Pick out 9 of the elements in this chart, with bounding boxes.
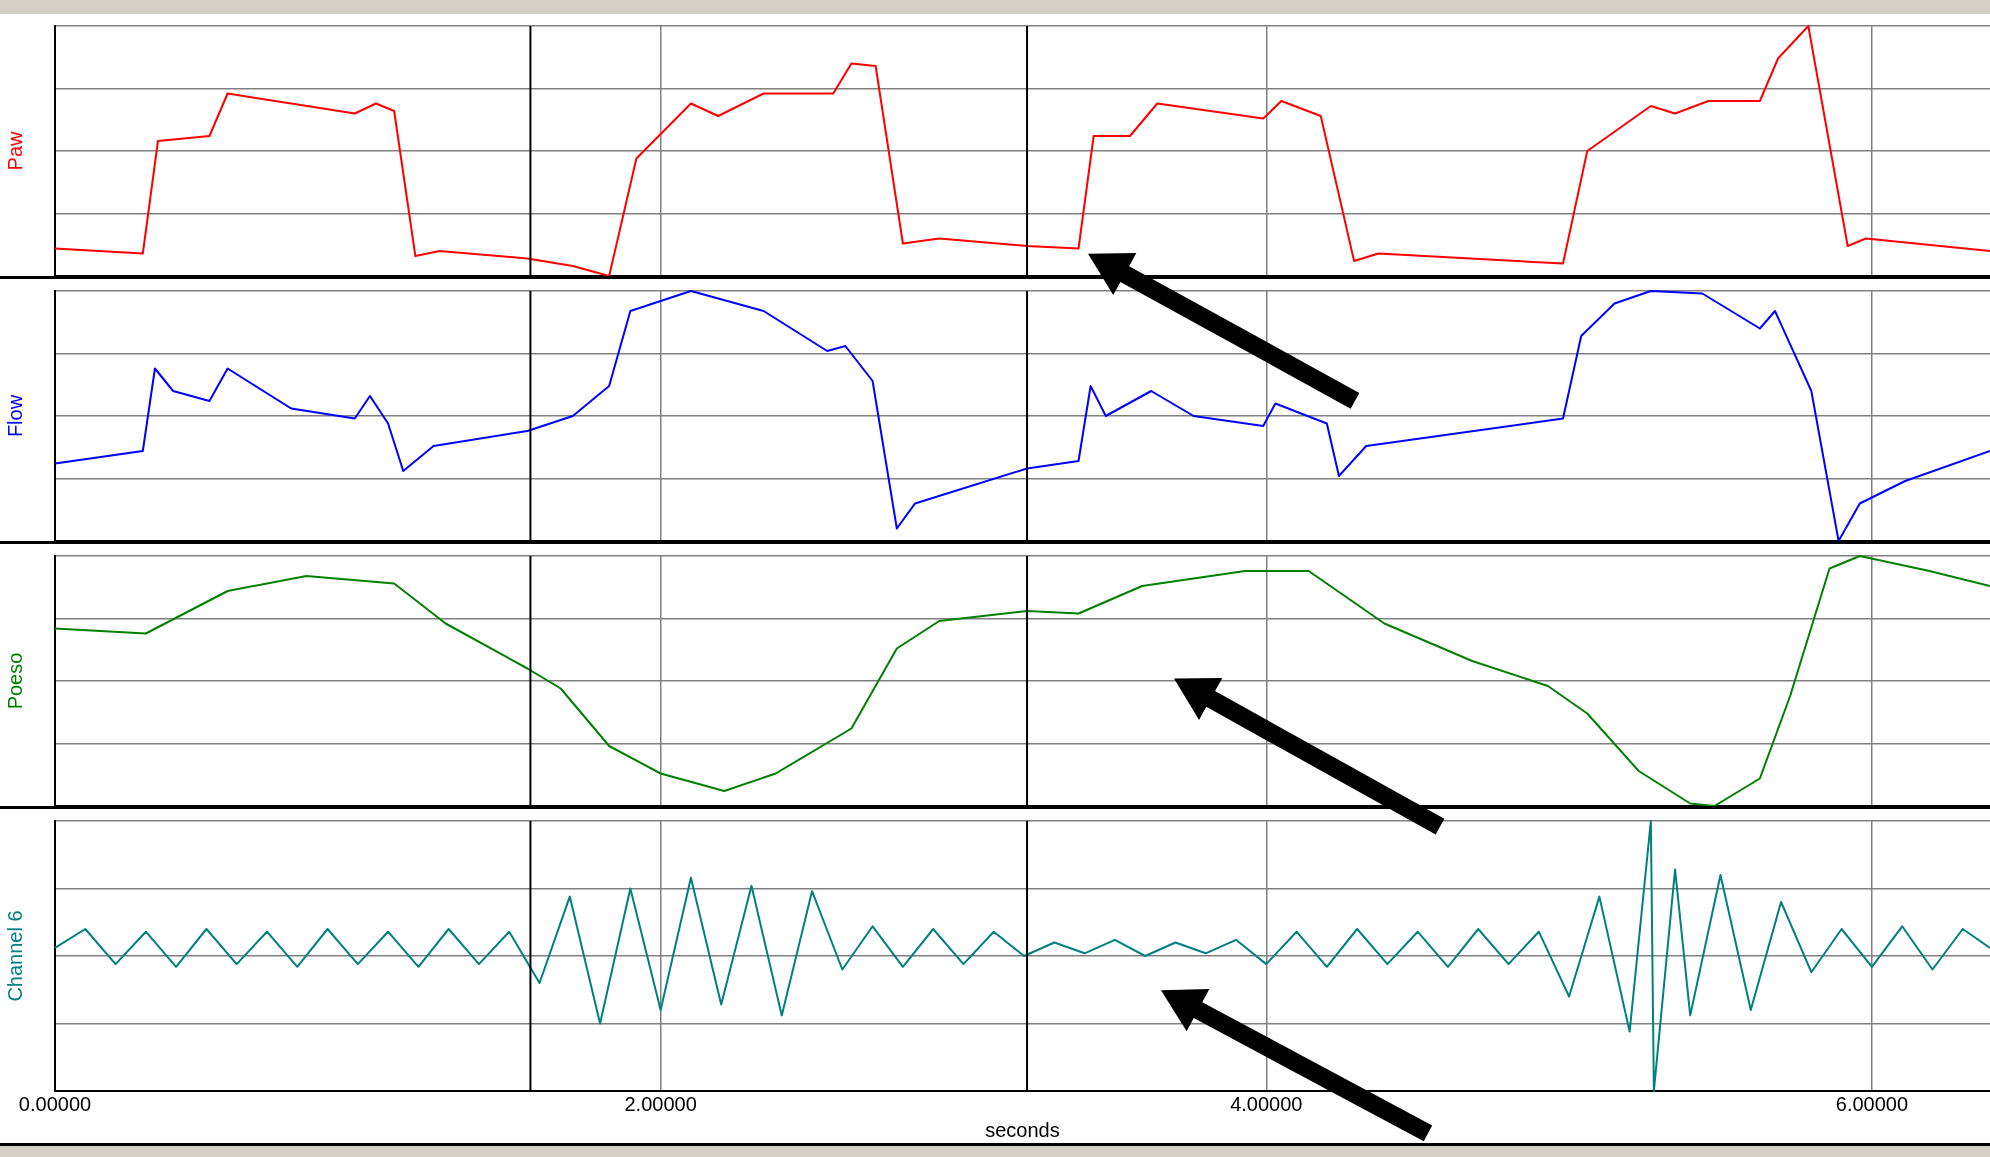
x-axis-title: seconds bbox=[985, 1118, 1060, 1141]
x-tick-label: 6.00000 bbox=[1835, 1092, 1909, 1115]
y-axis-title: Flow bbox=[3, 394, 26, 438]
x-tick-label: 2.00000 bbox=[624, 1092, 697, 1115]
y-axis-title: Channel 6 bbox=[3, 910, 26, 1002]
y-axis-title: Poeso bbox=[3, 652, 26, 710]
x-tick-label: 4.00000 bbox=[1230, 1092, 1303, 1115]
y-axis-title: Paw bbox=[3, 130, 26, 171]
x-tick-label: 0.00000 bbox=[18, 1092, 92, 1115]
